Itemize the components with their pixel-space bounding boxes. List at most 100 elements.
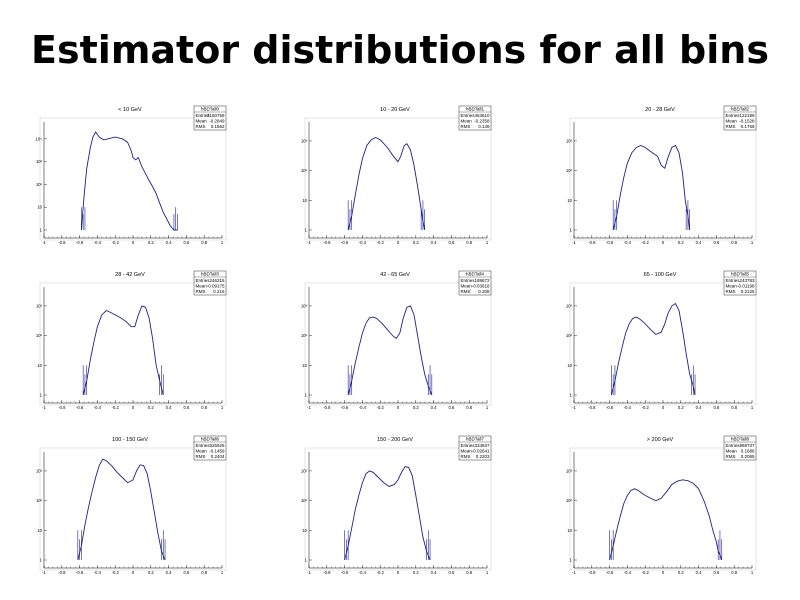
x-tick-label: 0.8 <box>201 405 207 410</box>
stats-label: Mean <box>196 449 208 454</box>
x-tick-label: -0.4 <box>624 405 632 410</box>
y-tick-label: 10 <box>567 198 572 203</box>
plot-frame <box>569 117 757 241</box>
y-tick-label: 10 <box>37 205 42 210</box>
plot-frame <box>569 447 757 571</box>
x-tick-label: -1 <box>307 570 311 575</box>
x-tick-label: -0.2 <box>112 240 120 245</box>
x-tick-label: -0.8 <box>323 405 331 410</box>
stats-value: 0.2085 <box>741 454 755 459</box>
x-tick-label: -1 <box>572 570 576 575</box>
x-tick-label: 1 <box>751 570 754 575</box>
stats-value: 246315 <box>209 278 225 283</box>
stats-value: -0.02641 <box>472 449 490 454</box>
y-tick-label: 10² <box>566 498 573 503</box>
x-tick-label: -0.2 <box>377 240 385 245</box>
stats-name: hBDTall2 <box>731 107 750 112</box>
y-tick-label: 10³ <box>301 468 308 473</box>
x-tick-label: -0.4 <box>359 240 367 245</box>
panel-title: 10 - 20 GeV <box>380 107 410 113</box>
x-tick-label: 0 <box>132 570 135 575</box>
y-tick-label: 10² <box>301 498 308 503</box>
x-tick-label: 1 <box>751 405 754 410</box>
stats-value: 334937 <box>474 443 490 448</box>
stats-label: Mean <box>461 119 473 124</box>
y-tick-label: 10 <box>37 363 42 368</box>
x-tick-label: -0.2 <box>112 570 120 575</box>
x-tick-label: 0.2 <box>413 405 419 410</box>
y-tick-label: 10² <box>36 333 43 338</box>
stats-box <box>193 105 227 131</box>
x-tick-label: 0 <box>132 240 135 245</box>
x-tick-label: 0 <box>662 570 665 575</box>
x-tick-label: 0.8 <box>201 570 207 575</box>
y-tick-label: 10 <box>302 198 307 203</box>
x-tick-label: 0.4 <box>166 570 172 575</box>
plot-frame <box>39 117 227 241</box>
stats-label: Entries <box>461 278 476 283</box>
stats-value: 0.2125 <box>741 289 755 294</box>
y-tick-label: 10⁴ <box>36 136 43 141</box>
x-tick-label: -0.6 <box>341 240 349 245</box>
x-tick-label: -0.2 <box>377 405 385 410</box>
x-tick-label: -0.6 <box>341 405 349 410</box>
stats-box <box>193 435 227 461</box>
x-tick-label: -0.6 <box>606 240 614 245</box>
x-tick-label: 0.8 <box>466 570 472 575</box>
stats-box <box>723 270 757 296</box>
y-tick-label: 10³ <box>301 138 308 143</box>
x-tick-label: -0.2 <box>642 405 650 410</box>
y-tick-label: 1 <box>305 228 308 233</box>
panel-title: > 200 GeV <box>647 437 674 443</box>
histogram-series <box>609 479 723 561</box>
panel-title: 65 - 100 GeV <box>644 272 677 278</box>
stats-box <box>458 435 492 461</box>
x-tick-label: 0.2 <box>148 570 154 575</box>
stats-value: 0.208 <box>478 289 490 294</box>
stats-label: Mean <box>461 284 473 289</box>
stats-value: -0.2849 <box>209 119 225 124</box>
stats-label: Mean <box>196 284 208 289</box>
y-tick-label: 10³ <box>566 303 573 308</box>
stats-label: Mean <box>461 449 473 454</box>
stats-value: 0.149 <box>478 124 490 129</box>
stats-name: hBDTall8 <box>731 437 750 442</box>
x-tick-label: 0 <box>662 405 665 410</box>
x-tick-label: -0.4 <box>94 405 102 410</box>
y-tick-label: 10³ <box>36 159 43 164</box>
x-tick-label: 0 <box>662 240 665 245</box>
stats-name: hBDTall4 <box>466 272 485 277</box>
stats-value: 525925 <box>209 443 225 448</box>
y-tick-label: 1 <box>570 393 573 398</box>
stats-box <box>458 270 492 296</box>
y-tick-label: 10² <box>301 333 308 338</box>
y-tick-label: 1 <box>305 393 308 398</box>
y-tick-label: 10 <box>567 363 572 368</box>
stats-label: RMS <box>461 454 471 459</box>
x-tick-label: -0.4 <box>624 240 632 245</box>
stats-name: hBDTall6 <box>201 437 220 442</box>
stats-label: RMS <box>461 289 471 294</box>
x-tick-label: 0.6 <box>713 405 719 410</box>
x-tick-label: -0.6 <box>76 405 84 410</box>
x-tick-label: 1 <box>221 405 224 410</box>
plot-frame <box>39 282 227 406</box>
x-tick-label: -0.2 <box>642 240 650 245</box>
plot-frame <box>569 282 757 406</box>
x-tick-label: 0.6 <box>713 240 719 245</box>
stats-value: -0.1459 <box>209 449 225 454</box>
x-tick-label: 0.4 <box>166 405 172 410</box>
x-tick-label: -1 <box>307 240 311 245</box>
stats-value: 0.2404 <box>211 454 225 459</box>
x-tick-label: 0.4 <box>431 405 437 410</box>
stats-name: hBDTall3 <box>201 272 220 277</box>
x-tick-label: -0.8 <box>58 240 66 245</box>
x-tick-label: 0.2 <box>148 240 154 245</box>
panel-title: 100 - 150 GeV <box>112 437 148 443</box>
y-tick-label: 10² <box>36 182 43 187</box>
x-tick-label: 0.6 <box>183 570 189 575</box>
x-tick-label: -1 <box>572 405 576 410</box>
